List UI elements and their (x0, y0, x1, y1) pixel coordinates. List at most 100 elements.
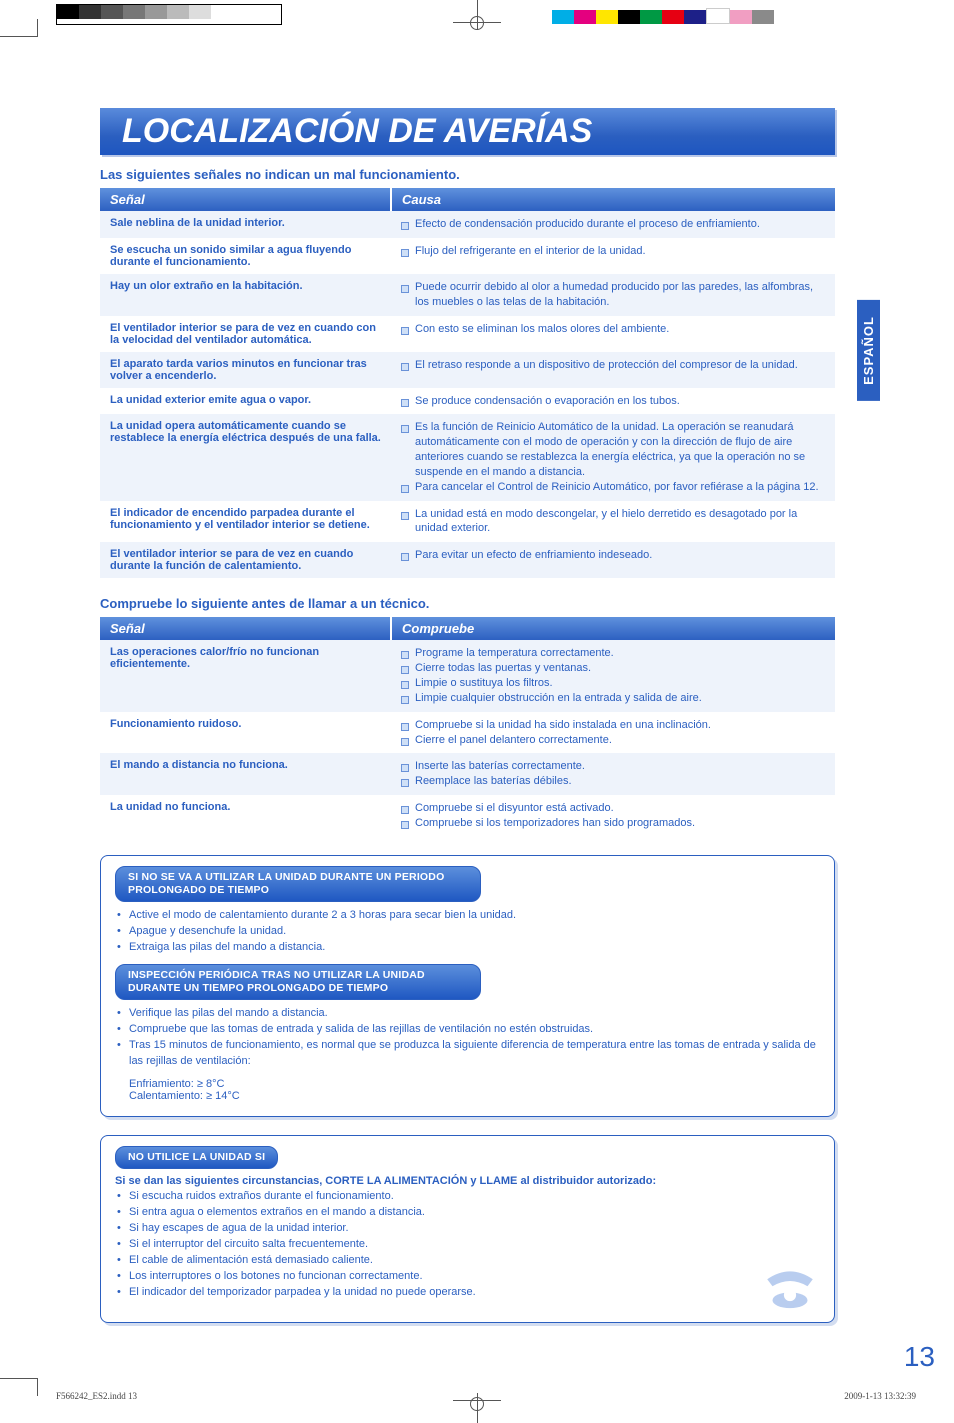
cause-cell: Flujo del refrigerante en el interior de… (391, 238, 835, 274)
table-row: El aparato tarda varios minutos en funci… (100, 352, 835, 388)
check-item: Reemplace las baterías débiles. (401, 774, 825, 789)
signal-label: El indicador de encendido parpadea duran… (100, 501, 391, 543)
language-tab: ESPAÑOL (857, 300, 880, 401)
list-item: El indicador del temporizador parpadea y… (115, 1285, 820, 1301)
check-item: Cierre todas las puertas y ventanas. (401, 661, 825, 676)
page: ESPAÑOL LOCALIZACIÓN DE AVERÍAS Las sigu… (0, 0, 954, 1423)
footer-file: F566242_ES2.indd 13 (56, 1391, 137, 1401)
cause-cell: Puede ocurrir debido al olor a humedad p… (391, 274, 835, 316)
crop-mark-bottom (447, 1387, 507, 1423)
list-item: Si entra agua o elementos extraños en el… (115, 1205, 820, 1221)
table-row: La unidad opera automáticamente cuando s… (100, 414, 835, 500)
temp-diff-cooling: Enfriamiento: ≥ 8°C (115, 1078, 820, 1090)
check-item: Limpie cualquier obstrucción en la entra… (401, 691, 825, 706)
list-item: Extraiga las pilas del mando a distancia… (115, 940, 820, 956)
table-row: Sale neblina de la unidad interior. Efect… (100, 211, 835, 238)
table-row: El indicador de encendido parpadea duran… (100, 501, 835, 543)
signal-label: Sale neblina de la unidad interior. (100, 211, 391, 238)
check-cell: Programe la temperatura correctamente.Ci… (391, 640, 835, 711)
table-row: El ventilador interior se para de vez en… (100, 316, 835, 352)
list-not-use-long: Active el modo de calentamiento durante … (115, 908, 820, 956)
cause-item: El retraso responde a un dispositivo de … (401, 358, 825, 373)
th-check: Compruebe (391, 617, 835, 640)
list-periodic-inspection: Verifique las pilas del mando a distanci… (115, 1006, 820, 1070)
list-item: Si hay escapes de agua de la unidad inte… (115, 1221, 820, 1237)
list-item: Tras 15 minutos de funcionamiento, es no… (115, 1038, 820, 1070)
signal-label: El aparato tarda varios minutos en funci… (100, 352, 391, 388)
page-number: 13 (100, 1341, 935, 1373)
th-signal: Señal (100, 617, 391, 640)
cause-item: Con esto se eliminan los malos olores de… (401, 322, 825, 337)
cause-item: Puede ocurrir debido al olor a humedad p… (401, 280, 825, 310)
check-cell: Inserte las baterías correctamente.Reemp… (391, 753, 835, 795)
cause-cell: Para evitar un efecto de enfriamiento in… (391, 542, 835, 578)
gray-strip (56, 4, 282, 25)
table-row: Funcionamiento ruidoso.Compruebe si la u… (100, 712, 835, 754)
content: LOCALIZACIÓN DE AVERÍAS Las siguientes s… (0, 0, 954, 1423)
crop-mark-tl (0, 36, 38, 75)
phone-icon (762, 1266, 818, 1310)
cause-cell: Se produce condensación o evaporación en… (391, 388, 835, 415)
table-row: Las operaciones calor/frío no funcionan … (100, 640, 835, 711)
subhead-check-before-tech: Compruebe lo siguiente antes de llamar a… (100, 596, 854, 611)
list-item: Active el modo de calentamiento durante … (115, 908, 820, 924)
cause-cell: Efecto de condensación producido durante… (391, 211, 835, 238)
table-row: Se escucha un sonido similar a agua fluy… (100, 238, 835, 274)
th-cause: Causa (391, 188, 835, 211)
signal-label: Las operaciones calor/frío no funcionan … (100, 640, 391, 711)
signal-label: Se escucha un sonido similar a agua fluy… (100, 238, 391, 274)
signal-label: Hay un olor extraño en la habitación. (100, 274, 391, 316)
pill-periodic-inspection: INSPECCIÓN PERIÓDICA TRAS NO UTILIZAR LA… (115, 964, 481, 1000)
signal-label: El ventilador interior se para de vez en… (100, 316, 391, 352)
card-long-period: SI NO SE VA A UTILIZAR LA UNIDAD DURANTE… (100, 855, 835, 1117)
signal-label: La unidad no funciona. (100, 795, 391, 837)
th-signal: Señal (100, 188, 391, 211)
check-item: Cierre el panel delantero correctamente. (401, 733, 825, 748)
table-signals-checks: Señal Compruebe Las operaciones calor/fr… (100, 617, 835, 836)
check-item: Compruebe si los temporizadores han sido… (401, 816, 825, 831)
check-cell: Compruebe si la unidad ha sido instalada… (391, 712, 835, 754)
footer-timestamp: 2009-1-13 13:32:39 (844, 1391, 916, 1401)
page-title: LOCALIZACIÓN DE AVERÍAS (100, 108, 835, 155)
do-not-use-intro: Si se dan las siguientes circunstancias,… (115, 1175, 820, 1187)
check-item: Limpie o sustituya los filtros. (401, 676, 825, 691)
cause-item: Para cancelar el Control de Reinicio Aut… (401, 480, 825, 495)
check-cell: Compruebe si el disyuntor está activado.… (391, 795, 835, 837)
cause-cell: Con esto se eliminan los malos olores de… (391, 316, 835, 352)
pill-do-not-use: NO UTILICE LA UNIDAD SI (115, 1146, 278, 1169)
list-item: Los interruptores o los botones no funci… (115, 1269, 820, 1285)
cause-cell: La unidad está en modo descongelar, y el… (391, 501, 835, 543)
crop-mark-top (447, 0, 507, 36)
color-strip (552, 8, 774, 29)
cause-cell: El retraso responde a un dispositivo de … (391, 352, 835, 388)
table-row: El mando a distancia no funciona.Inserte… (100, 753, 835, 795)
cause-item: Se produce condensación o evaporación en… (401, 394, 825, 409)
cause-item: La unidad está en modo descongelar, y el… (401, 507, 825, 537)
signal-label: El mando a distancia no funciona. (100, 753, 391, 795)
list-item: El cable de alimentación está demasiado … (115, 1253, 820, 1269)
card-do-not-use: NO UTILICE LA UNIDAD SI Si se dan las si… (100, 1135, 835, 1324)
list-do-not-use: Si escucha ruidos extraños durante el fu… (115, 1189, 820, 1301)
table-signals-causes: Señal Causa Sale neblina de la unidad in… (100, 188, 835, 578)
check-item: Inserte las baterías correctamente. (401, 759, 825, 774)
list-item: Si el interruptor del circuito salta fre… (115, 1237, 820, 1253)
signal-label: La unidad opera automáticamente cuando s… (100, 414, 391, 500)
table-row: El ventilador interior se para de vez en… (100, 542, 835, 578)
pill-not-use-long: SI NO SE VA A UTILIZAR LA UNIDAD DURANTE… (115, 866, 481, 902)
table-row: La unidad no funciona.Compruebe si el di… (100, 795, 835, 837)
cause-item: Efecto de condensación producido durante… (401, 217, 825, 232)
signal-label: El ventilador interior se para de vez en… (100, 542, 391, 578)
cause-cell: Es la función de Reinicio Automático de … (391, 414, 835, 500)
check-item: Compruebe si el disyuntor está activado. (401, 801, 825, 816)
list-item: Verifique las pilas del mando a distanci… (115, 1006, 820, 1022)
table-row: La unidad exterior emite agua o vapor.Se… (100, 388, 835, 415)
check-item: Programe la temperatura correctamente. (401, 646, 825, 661)
temp-diff-heating: Calentamiento: ≥ 14°C (115, 1090, 820, 1102)
table-row: Hay un olor extraño en la habitación. Pue… (100, 274, 835, 316)
subhead-not-malfunction: Las siguientes señales no indican un mal… (100, 167, 854, 182)
cause-item: Es la función de Reinicio Automático de … (401, 420, 825, 479)
check-item: Compruebe si la unidad ha sido instalada… (401, 718, 825, 733)
cause-item: Para evitar un efecto de enfriamiento in… (401, 548, 825, 563)
crop-mark-bl (0, 1378, 38, 1379)
list-item: Compruebe que las tomas de entrada y sal… (115, 1022, 820, 1038)
